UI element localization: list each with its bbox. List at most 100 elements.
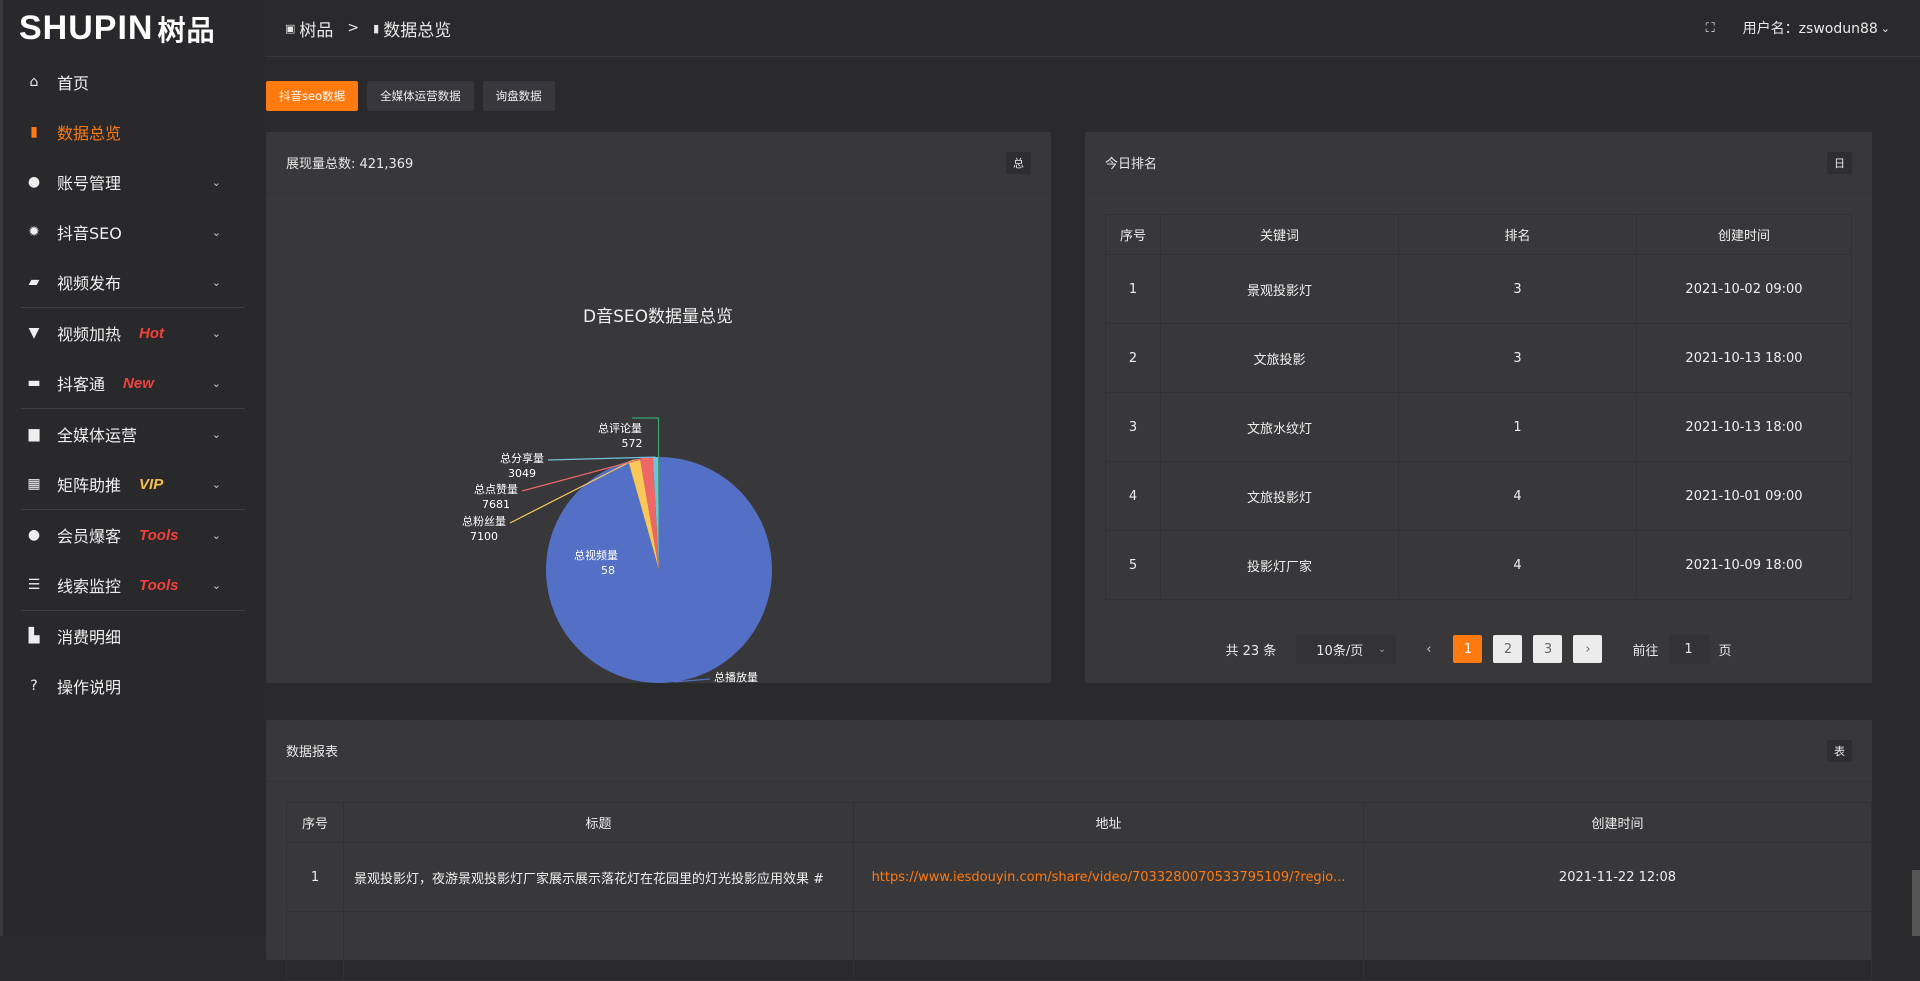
tab[interactable]: 询盘数据 <box>482 81 555 111</box>
table-cell <box>343 911 854 981</box>
table-tag[interactable]: 表 <box>1827 739 1852 762</box>
table-cell: 4 <box>1398 461 1637 531</box>
label-line <box>674 678 711 683</box>
user-menu[interactable]: 用户名：zswodun88 <box>1742 21 1878 37</box>
sidebar-item[interactable]: ▦ 矩阵助推 VIP ⌄ <box>3 459 265 509</box>
chevron-down-icon: ⌄ <box>211 275 221 289</box>
sidebar-item[interactable]: ☰ 线索监控 Tools ⌄ <box>3 560 265 610</box>
next-page-button[interactable]: › <box>1573 635 1603 663</box>
sidebar-item[interactable]: ▙ 消费明细 <box>3 611 265 661</box>
table-cell: 2021-10-09 18:00 <box>1636 530 1852 600</box>
sidebar-item[interactable]: ● 会员爆客 Tools ⌄ <box>3 510 265 560</box>
sidebar-item[interactable]: ▆ 全媒体运营 ⌄ <box>3 409 265 459</box>
fullscreen-icon[interactable]: ⛶ <box>1705 20 1715 36</box>
page-button[interactable]: 1 <box>1453 635 1483 663</box>
table-cell: 4 <box>1105 461 1161 531</box>
sidebar-item[interactable]: ▬ 抖客通 New ⌄ <box>3 358 265 408</box>
user-icon: ● <box>27 174 41 190</box>
slice-label: 总播放量 <box>714 670 758 683</box>
chevron-down-icon[interactable]: ⌄ <box>1880 21 1890 35</box>
column-header: 标题 <box>343 802 854 843</box>
slice-label: 总分享量 <box>500 451 544 465</box>
sidebar-item[interactable]: ● 账号管理 ⌄ <box>3 157 265 207</box>
sidebar-item[interactable]: ▼ 视频加热 Hot ⌄ <box>3 308 265 358</box>
total-count: 共 23 条 <box>1225 643 1277 659</box>
table-row[interactable]: 2 文旅投影 3 2021-10-13 18:00 <box>1105 323 1852 393</box>
table-row[interactable]: 5 投影灯厂家 4 2021-10-09 18:00 <box>1105 530 1852 600</box>
breadcrumb-home[interactable]: 树品 <box>299 20 334 41</box>
sidebar-item[interactable]: ▰ 视频发布 ⌄ <box>3 257 265 307</box>
pie-slice[interactable] <box>628 461 659 570</box>
column-header: 创建时间 <box>1636 214 1852 255</box>
sidebar-badge: VIP <box>139 475 164 493</box>
total-tag[interactable]: 总 <box>1006 151 1031 174</box>
sidebar-item[interactable]: ▮ 数据总览 <box>3 107 265 157</box>
sidebar-item[interactable]: ⌂ 首页 <box>3 57 265 107</box>
table-cell <box>1363 911 1872 981</box>
table-row[interactable]: 3 文旅水纹灯 1 2021-10-13 18:00 <box>1105 392 1852 462</box>
prev-page-button[interactable]: ‹ <box>1426 641 1432 657</box>
table-cell: 2021-10-13 18:00 <box>1636 323 1852 393</box>
label-line <box>521 457 647 492</box>
scrollbar[interactable] <box>1912 870 1920 936</box>
table-cell: 2 <box>1105 323 1161 393</box>
table-row[interactable]: 4 文旅投影灯 4 2021-10-01 09:00 <box>1105 461 1852 531</box>
label-line <box>547 456 656 461</box>
slice-value: 572 <box>622 437 643 450</box>
page-size-select[interactable]: 10条/页 ⌄ <box>1296 634 1397 664</box>
page-button[interactable]: 3 <box>1533 635 1563 663</box>
table-row[interactable]: 1 景观投影灯，夜游景观投影灯厂家展示展示落花灯在花园里的灯光投影应用效果 # ht… <box>286 842 1872 912</box>
tab[interactable]: 全媒体运营数据 <box>367 81 474 111</box>
logo[interactable]: SHUPIN 树品 <box>19 9 216 47</box>
pie-slice[interactable] <box>640 457 659 570</box>
sidebar-badge: Tools <box>139 576 179 594</box>
chevron-down-icon: ⌄ <box>211 376 221 390</box>
page-size-value: 10条/页 <box>1316 643 1364 659</box>
table-row[interactable] <box>286 911 1872 981</box>
divider <box>21 610 245 611</box>
divider <box>21 509 245 510</box>
table-cell: 4 <box>1398 530 1637 600</box>
pie-slice[interactable] <box>546 457 773 683</box>
sidebar-item[interactable]: ✹ 抖音SEO ⌄ <box>3 207 265 257</box>
pie-slice[interactable] <box>652 457 659 570</box>
url-link[interactable]: https://www.iesdouyin.com/share/video/70… <box>853 842 1364 912</box>
slice-label: 总点赞量 <box>474 482 518 496</box>
camera-icon: ▰ <box>28 274 40 290</box>
slice-label: 总粉丝量 <box>462 514 506 528</box>
sidebar-item-label: 消费明细 <box>57 628 122 647</box>
divider <box>21 408 245 409</box>
sidebar-item-label: 视频发布 <box>57 274 122 293</box>
header: ▣ 树品 > ▮ 数据总览 ⛶ 用户名：zswodun88 ⌄ <box>265 0 1920 57</box>
slice-value: 58 <box>601 564 615 577</box>
bar-chart-icon: ▮ <box>30 124 38 140</box>
day-tag[interactable]: 日 <box>1827 151 1852 174</box>
chevron-down-icon: ⌄ <box>211 326 221 340</box>
page-button[interactable]: 2 <box>1493 635 1523 663</box>
pie-slice[interactable] <box>628 458 659 570</box>
sidebar-item-label: 视频加热 <box>57 325 122 344</box>
chevron-down-icon: ⌄ <box>211 578 221 592</box>
table-cell: 1 <box>1398 392 1637 462</box>
home-icon: ⌂ <box>29 74 39 90</box>
sidebar-item-label: 会员爆客 <box>57 527 122 546</box>
sidebar-badge: Hot <box>139 324 165 342</box>
table-cell: 文旅投影 <box>1160 323 1399 393</box>
sidebar-item-label: 抖音SEO <box>57 224 122 243</box>
goto-input[interactable]: 1 <box>1668 634 1709 664</box>
table-cell: 2021-10-01 09:00 <box>1636 461 1852 531</box>
table-cell: 2021-10-13 18:00 <box>1636 392 1852 462</box>
table-cell: 1 <box>1105 254 1161 324</box>
column-header: 排名 <box>1398 214 1637 255</box>
table-row[interactable]: 1 景观投影灯 3 2021-10-02 09:00 <box>1105 254 1852 324</box>
card-title: 数据报表 <box>286 745 339 760</box>
sliders-icon: ☰ <box>27 577 41 593</box>
report-card: 数据报表表 序号 标题 地址 创建时间 1 景观投影灯，夜游景观投影灯厂家展示展示落花灯在… <box>266 720 1872 981</box>
tab[interactable]: 抖音seo数据 <box>266 81 359 111</box>
slice-label: 总视频量 <box>574 548 618 562</box>
table-cell: 投影灯厂家 <box>1160 530 1399 600</box>
sidebar-item[interactable]: ? 操作说明 <box>3 661 265 711</box>
sidebar-item-label: 账号管理 <box>57 174 122 193</box>
grid-icon: ▦ <box>27 476 41 492</box>
